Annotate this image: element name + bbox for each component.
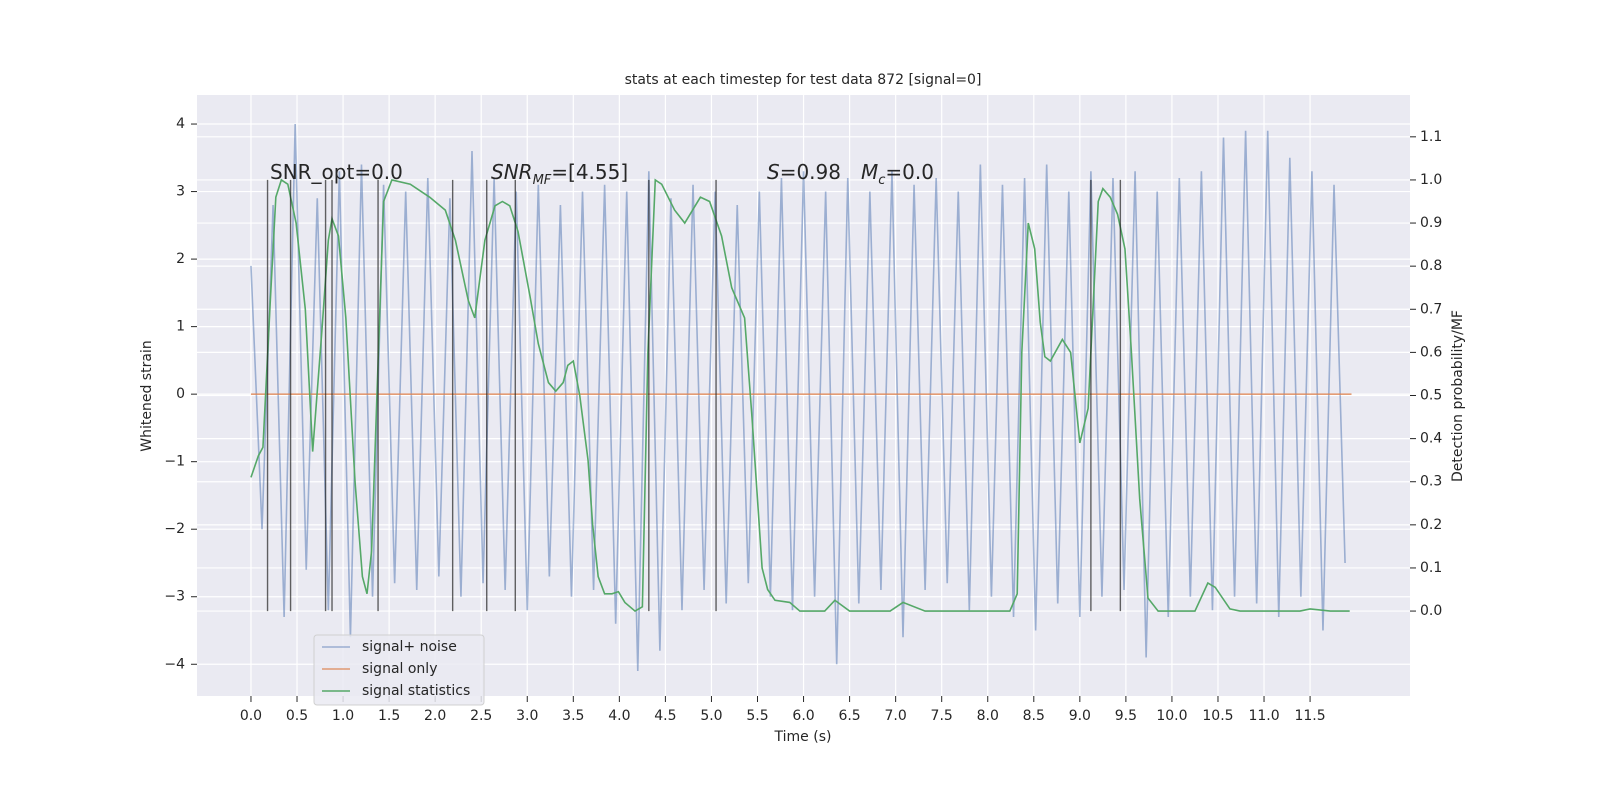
y-tick-label: 1 xyxy=(176,319,185,335)
legend-label: signal only xyxy=(362,661,437,677)
y-axis-label: Whitened strain xyxy=(139,340,155,451)
annotation-part: SNR_opt=0.0 xyxy=(270,160,403,184)
annotation-part: c xyxy=(878,173,885,188)
x-tick-label: 9.0 xyxy=(1069,708,1091,724)
x-tick-label: 10.0 xyxy=(1156,708,1187,724)
y2-tick-label: 0.4 xyxy=(1420,431,1442,447)
legend-label: signal+ noise xyxy=(362,639,457,655)
x-tick-label: 10.5 xyxy=(1202,708,1233,724)
x-tick-label: 7.0 xyxy=(885,708,907,724)
y-tick-label: −4 xyxy=(164,656,185,672)
x-tick-label: 2.0 xyxy=(424,708,446,724)
y-tick-label: 0 xyxy=(176,386,185,402)
x-tick-label: 11.5 xyxy=(1294,708,1325,724)
y-tick-label: −2 xyxy=(164,521,185,537)
annotation-part: SNR xyxy=(491,160,533,184)
x-tick-label: 6.5 xyxy=(838,708,860,724)
x-tick-label: 1.5 xyxy=(378,708,400,724)
y2-tick-label: 0.1 xyxy=(1420,560,1442,576)
annotation: S=0.98 Mc=0.0 xyxy=(767,160,934,189)
y2-tick-label: 1.0 xyxy=(1420,172,1442,188)
y2-tick-label: 0.7 xyxy=(1420,301,1442,317)
x-tick-label: 6.0 xyxy=(792,708,814,724)
x-tick-label: 7.5 xyxy=(931,708,953,724)
annotation-part: M xyxy=(861,160,878,184)
annotation-part: S xyxy=(767,160,780,184)
annotation: SNRMF=[4.55] xyxy=(491,160,628,189)
legend: signal+ noise signal only signal statistic… xyxy=(313,634,485,706)
series-line xyxy=(250,178,1350,613)
x-tick-label: 1.0 xyxy=(332,708,354,724)
y2-tick-label: 1.1 xyxy=(1420,129,1442,145)
y2-tick-label: 0.5 xyxy=(1420,388,1442,404)
axes: 0.0 0.5 1.0 1.5 2.0 2.5 3.0 3.5 4.0 4.5 5.0 5.5 6.0 6… xyxy=(164,116,1442,724)
x-tick-label: 11.0 xyxy=(1248,708,1279,724)
x-tick-label: 4.5 xyxy=(654,708,676,724)
y-tick-label: 2 xyxy=(176,251,185,267)
annotation-part: =0.98 xyxy=(780,160,841,184)
annotation-part: =[4.55] xyxy=(551,160,628,184)
x-tick-label: 2.5 xyxy=(470,708,492,724)
x-tick-label: 3.5 xyxy=(562,708,584,724)
data-layer xyxy=(250,124,1352,672)
y2-tick-label: 0.0 xyxy=(1420,603,1442,619)
y2-tick-label: 0.2 xyxy=(1420,517,1442,533)
y2-tick-label: 0.3 xyxy=(1420,474,1442,490)
y2-tick-label: 0.8 xyxy=(1420,258,1442,274)
x-tick-label: 3.0 xyxy=(516,708,538,724)
y-tick-label: −3 xyxy=(164,589,185,605)
x-tick-label: 5.5 xyxy=(746,708,768,724)
y-tick-label: −1 xyxy=(164,454,185,470)
x-tick-label: 0.0 xyxy=(240,708,262,724)
x-axis-label: Time (s) xyxy=(774,729,832,745)
x-tick-label: 4.0 xyxy=(608,708,630,724)
annotation-part: =0.0 xyxy=(885,160,934,184)
legend-box xyxy=(313,634,485,706)
legend-label: signal statistics xyxy=(362,683,470,699)
y-tick-label: 4 xyxy=(176,116,185,132)
x-tick-label: 8.0 xyxy=(977,708,999,724)
y-tick-label: 3 xyxy=(176,184,185,200)
y2-tick-label: 0.9 xyxy=(1420,215,1442,231)
annotation: SNR_opt=0.0 xyxy=(270,160,403,184)
y2-axis-label: Detection probability/MF xyxy=(1450,310,1466,482)
series-line xyxy=(250,124,1346,672)
annotation-part: MF xyxy=(533,173,552,188)
y2-tick-label: 0.6 xyxy=(1420,344,1442,360)
x-tick-label: 9.5 xyxy=(1115,708,1137,724)
x-tick-label: 0.5 xyxy=(286,708,308,724)
x-tick-label: 8.5 xyxy=(1023,708,1045,724)
chart-title: stats at each timestep for test data 872… xyxy=(625,72,982,88)
x-tick-label: 5.0 xyxy=(700,708,722,724)
